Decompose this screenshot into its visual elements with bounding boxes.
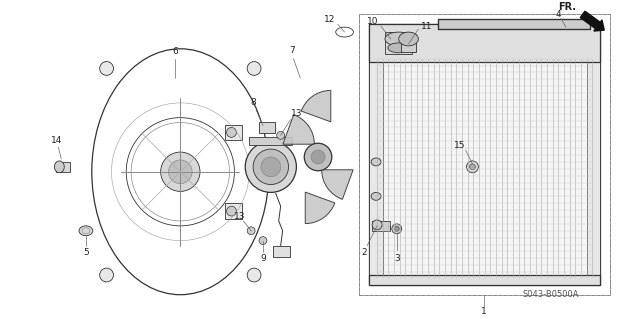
Bar — [359, 14, 610, 295]
Ellipse shape — [371, 192, 381, 200]
Text: 2: 2 — [362, 248, 367, 257]
Ellipse shape — [385, 32, 412, 46]
Wedge shape — [301, 90, 331, 122]
Ellipse shape — [54, 161, 64, 173]
Text: S043-B0500A: S043-B0500A — [523, 290, 579, 299]
Wedge shape — [305, 192, 335, 224]
Circle shape — [161, 152, 200, 191]
Bar — [586, 59, 600, 277]
Ellipse shape — [371, 158, 381, 166]
Bar — [56, 162, 70, 172]
Text: 4: 4 — [556, 10, 561, 19]
Text: 13: 13 — [234, 211, 245, 220]
Bar — [372, 221, 390, 231]
Bar — [369, 24, 600, 285]
Bar — [249, 137, 292, 145]
Wedge shape — [283, 115, 314, 144]
Circle shape — [168, 160, 192, 183]
Circle shape — [261, 157, 281, 177]
Text: FR.: FR. — [557, 3, 576, 12]
Text: 8: 8 — [250, 98, 256, 108]
Circle shape — [372, 220, 382, 230]
Text: 5: 5 — [83, 248, 89, 257]
Circle shape — [247, 227, 255, 235]
Bar — [273, 246, 291, 257]
Circle shape — [253, 149, 289, 184]
Bar — [259, 122, 275, 133]
Circle shape — [245, 141, 296, 192]
Text: 11: 11 — [420, 22, 432, 31]
Circle shape — [311, 150, 325, 164]
Circle shape — [227, 206, 236, 216]
Bar — [369, 275, 600, 285]
Circle shape — [304, 143, 332, 171]
Text: 3: 3 — [394, 254, 399, 263]
FancyArrow shape — [580, 11, 604, 31]
Circle shape — [276, 131, 285, 139]
Bar — [225, 124, 243, 140]
Circle shape — [470, 164, 476, 170]
Ellipse shape — [79, 226, 93, 236]
Text: 13: 13 — [291, 109, 302, 118]
Bar — [359, 14, 610, 295]
Ellipse shape — [399, 32, 419, 46]
Bar — [369, 59, 383, 277]
Circle shape — [467, 161, 478, 173]
Circle shape — [394, 226, 399, 231]
Ellipse shape — [388, 43, 410, 53]
Text: 10: 10 — [367, 17, 379, 26]
Bar — [438, 19, 591, 29]
Text: 12: 12 — [324, 15, 335, 24]
Bar — [369, 24, 600, 62]
Text: 14: 14 — [51, 136, 62, 145]
Circle shape — [392, 224, 402, 234]
Text: 15: 15 — [454, 141, 465, 150]
Circle shape — [100, 268, 113, 282]
Circle shape — [100, 62, 113, 75]
Text: 1: 1 — [481, 307, 487, 316]
Wedge shape — [322, 170, 353, 199]
Bar — [401, 34, 417, 52]
Text: 7: 7 — [289, 46, 295, 55]
Circle shape — [247, 62, 261, 75]
Circle shape — [227, 128, 236, 137]
Text: 6: 6 — [173, 47, 179, 56]
Circle shape — [247, 268, 261, 282]
Bar — [385, 32, 412, 54]
Bar — [225, 203, 243, 219]
Circle shape — [259, 237, 267, 245]
Text: 9: 9 — [260, 254, 266, 263]
